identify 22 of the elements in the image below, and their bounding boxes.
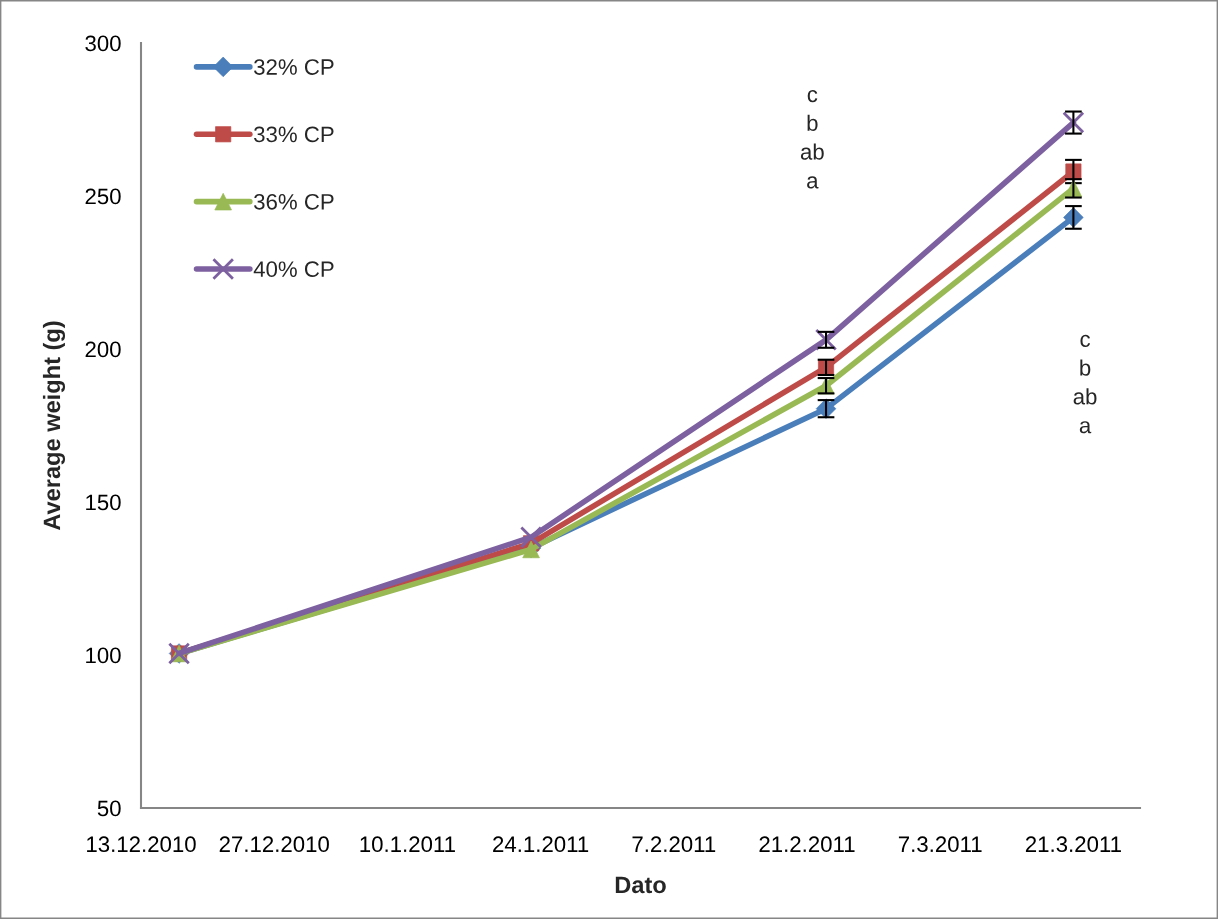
annotation: c b ab a bbox=[1073, 334, 1097, 434]
legend-label: 33% CP bbox=[254, 126, 334, 143]
annotation: c b ab a bbox=[800, 90, 824, 189]
y-tick-label: 50 bbox=[97, 800, 121, 817]
x-tick-label: 13.12.2010 bbox=[87, 836, 196, 853]
x-tick-label: 21.2.2011 bbox=[759, 836, 855, 853]
x-tick-label: 10.1.2011 bbox=[360, 836, 455, 853]
x-tick-label: 21.3.2011 bbox=[1025, 836, 1121, 853]
y-tick-label: 250 bbox=[85, 188, 121, 205]
legend-label: 36% CP bbox=[254, 193, 334, 210]
y-tick-label: 200 bbox=[85, 341, 121, 358]
x-tick-label: 24.1.2011 bbox=[493, 836, 589, 853]
y-tick-label: 100 bbox=[86, 647, 121, 664]
legend-label: 40% CP bbox=[253, 261, 334, 278]
y-tick-label: 300 bbox=[85, 35, 121, 52]
x-axis-title: Dato bbox=[615, 876, 666, 894]
x-tick-label: 7.2.2011 bbox=[632, 836, 716, 853]
x-tick-label: 27.12.2010 bbox=[219, 836, 329, 853]
legend-label: 32% CP bbox=[254, 59, 334, 75]
y-axis-title: Average weight (g) bbox=[42, 321, 66, 531]
x-tick-label: 7.3.2011 bbox=[898, 836, 982, 853]
y-tick-label: 150 bbox=[86, 494, 121, 511]
